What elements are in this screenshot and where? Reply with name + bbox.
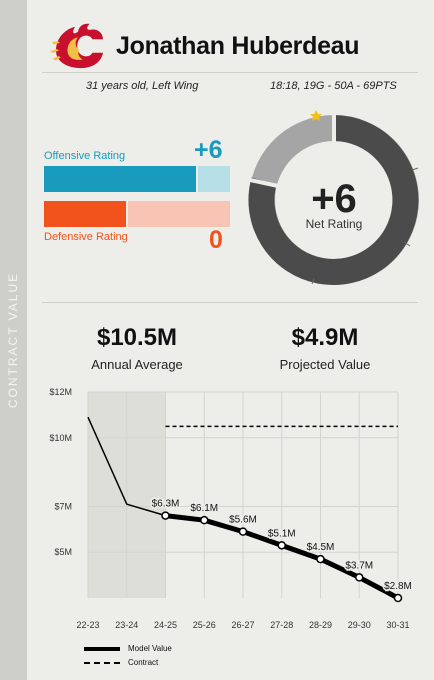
- y-tick-label: $5M: [54, 547, 72, 557]
- contract-value-chart: $12M $10M $7M $5M 22-23 23-24 24-25 25-26 26-27 2…: [42, 382, 422, 632]
- model-point: [316, 554, 325, 564]
- sidebar-label: CONTRACT VALUE: [6, 271, 20, 409]
- contract-value-chart-svg: $12M $10M $7M $5M 22-23 23-24 24-25 25-26 26-27 2…: [49, 387, 413, 630]
- model-value-label: $3.7M: [345, 560, 373, 571]
- divider: [42, 72, 418, 73]
- model-point: [238, 527, 248, 536]
- model-point: [355, 573, 364, 582]
- flames-logo-icon: [50, 23, 103, 69]
- model-point: [277, 541, 286, 550]
- donut-value-arc: [248, 115, 419, 285]
- model-value-label: $5.6M: [229, 515, 257, 526]
- model-point: [393, 593, 403, 603]
- x-tick-label: 24-25: [154, 620, 177, 630]
- defensive-rating-bar-remainder: [128, 201, 230, 227]
- model-value-label: $6.3M: [152, 499, 180, 510]
- age-position: 31 years old, Left Wing: [86, 80, 199, 92]
- x-tick-label: 23-24: [115, 620, 138, 630]
- season-stats: 18:18, 19G - 50A - 69PTS: [270, 80, 397, 92]
- x-tick-label: 26-27: [231, 620, 254, 630]
- x-tick-label: 30-31: [386, 620, 409, 630]
- model-value-label: $2.8M: [384, 581, 412, 592]
- defensive-rating-value: 0: [209, 226, 223, 254]
- model-value-label: $4.5M: [307, 542, 335, 553]
- legend-swatch-model: [84, 646, 120, 651]
- y-tick-label: $10M: [49, 433, 72, 443]
- player-name: Jonathan Huberdeau: [116, 31, 360, 60]
- divider: [42, 302, 418, 303]
- x-tick-label: 29-30: [348, 620, 371, 630]
- model-value-label: $5.1M: [268, 528, 296, 539]
- projected-value-label: Projected Value: [279, 357, 371, 372]
- offensive-rating-bar: [44, 166, 196, 192]
- defensive-rating-bar: [44, 201, 126, 227]
- x-tick-label: 28-29: [309, 620, 332, 630]
- model-line-historical: [87, 416, 166, 517]
- x-tick-label: 27-28: [270, 620, 293, 630]
- annual-average-label: Annual Average: [91, 357, 183, 372]
- model-point: [161, 511, 170, 520]
- legend-swatch-contract: [84, 661, 120, 664]
- net-rating-donut: +6 Net Rating: [244, 102, 424, 292]
- star-icon: [310, 110, 322, 121]
- x-tick-label: 22-23: [76, 620, 99, 630]
- net-rating-label: Net Rating: [306, 217, 363, 231]
- header: Jonathan Huberdeau: [50, 20, 360, 72]
- y-tick-label: $7M: [54, 501, 72, 511]
- defensive-rating-label: Defensive Rating: [44, 231, 128, 243]
- x-tick-label: 25-26: [193, 620, 216, 630]
- offensive-rating-value: +6: [194, 136, 223, 164]
- legend-item-contract: Contract: [84, 658, 158, 667]
- model-point: [200, 515, 209, 525]
- legend-label-model: Model Value: [128, 644, 172, 653]
- model-value-label: $6.1M: [190, 503, 218, 514]
- y-tick-label: $12M: [49, 387, 72, 397]
- offensive-rating-label: Offensive Rating: [44, 150, 126, 162]
- sidebar: CONTRACT VALUE: [0, 0, 27, 680]
- offensive-rating-bar-remainder: [198, 166, 230, 192]
- legend-item-model: Model Value: [84, 644, 172, 653]
- net-rating-value: +6: [311, 177, 357, 221]
- projected-value-value: $4.9M: [291, 324, 359, 351]
- legend-label-contract: Contract: [128, 658, 159, 667]
- annual-average-value: $10.5M: [96, 324, 178, 351]
